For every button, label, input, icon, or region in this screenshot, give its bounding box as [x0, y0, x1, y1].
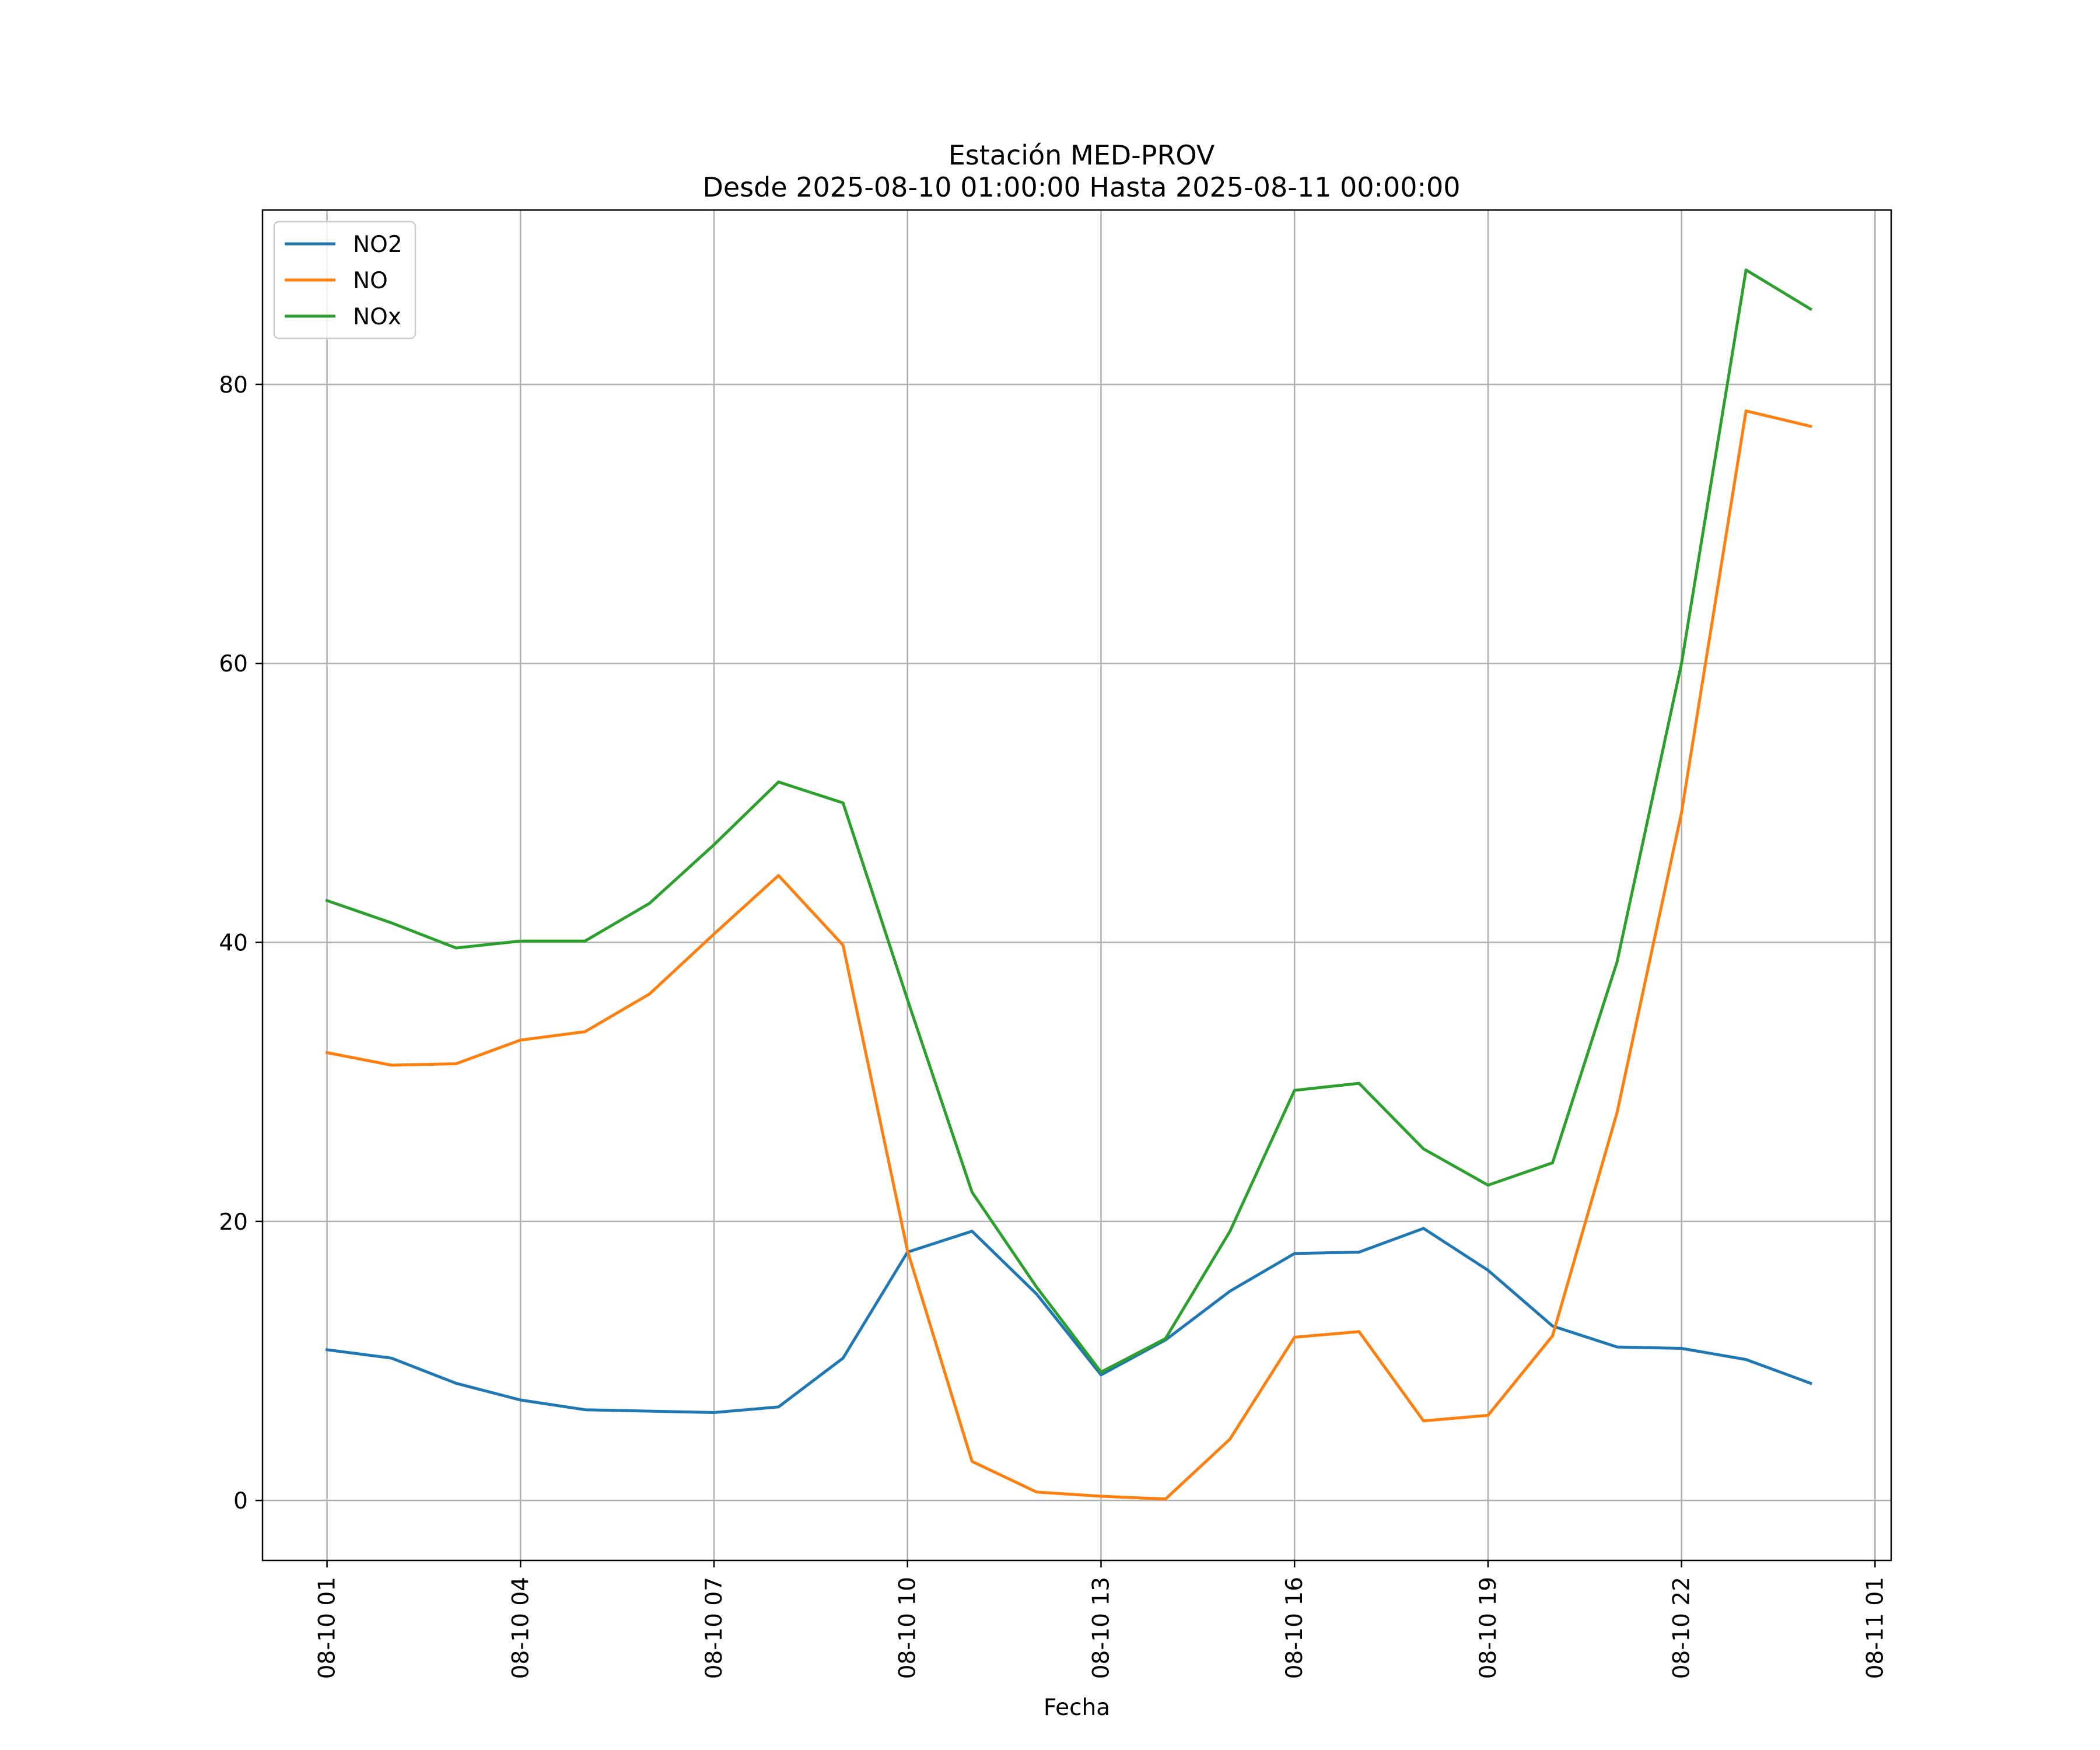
x-tick-label: 08-10 22 — [1669, 1577, 1695, 1679]
y-tick-label: 80 — [219, 372, 248, 398]
x-axis-label: Fecha — [1044, 1695, 1110, 1721]
x-tick-label: 08-10 07 — [701, 1577, 727, 1679]
series-line-nox — [325, 268, 1813, 1374]
legend-frame — [273, 220, 416, 340]
series-lines — [325, 268, 1813, 1501]
legend-items: NO2 NO NOx — [285, 232, 402, 330]
chart-subtitle: Desde 2025-08-10 01:00:00 Hasta 2025-08-… — [702, 172, 1460, 203]
y-tick-label: 60 — [219, 651, 248, 677]
x-tick-label: 08-10 19 — [1475, 1577, 1502, 1679]
plot-frame — [261, 209, 1892, 1562]
x-tick-label: 08-10 16 — [1282, 1577, 1308, 1679]
y-tick-label: 20 — [219, 1209, 248, 1236]
series-line-no — [325, 409, 1812, 1501]
x-tick-label: 08-10 13 — [1088, 1577, 1114, 1679]
legend-label-no: NO — [353, 268, 388, 294]
x-tick-label: 08-10 04 — [508, 1577, 534, 1679]
x-tick-label: 08-10 10 — [895, 1577, 921, 1679]
y-axis-ticks: 0 20 40 60 80 — [219, 372, 262, 1514]
legend: NO2 NO NOx — [273, 220, 416, 340]
x-tick-label: 08-10 01 — [314, 1577, 341, 1679]
y-tick-label: 0 — [233, 1488, 248, 1514]
x-tick-label: 08-11 01 — [1862, 1577, 1888, 1679]
gridlines — [262, 210, 1891, 1560]
x-axis-ticks: 08-10 01 08-10 04 08-10 07 08-10 10 08-10 13… — [314, 1560, 1888, 1679]
legend-label-nox: NOx — [353, 304, 401, 330]
legend-label-no2: NO2 — [353, 232, 402, 258]
chart-title: Estación MED-PROV — [949, 139, 1215, 171]
y-tick-label: 40 — [219, 930, 248, 957]
series-line-no2 — [325, 1227, 1813, 1414]
